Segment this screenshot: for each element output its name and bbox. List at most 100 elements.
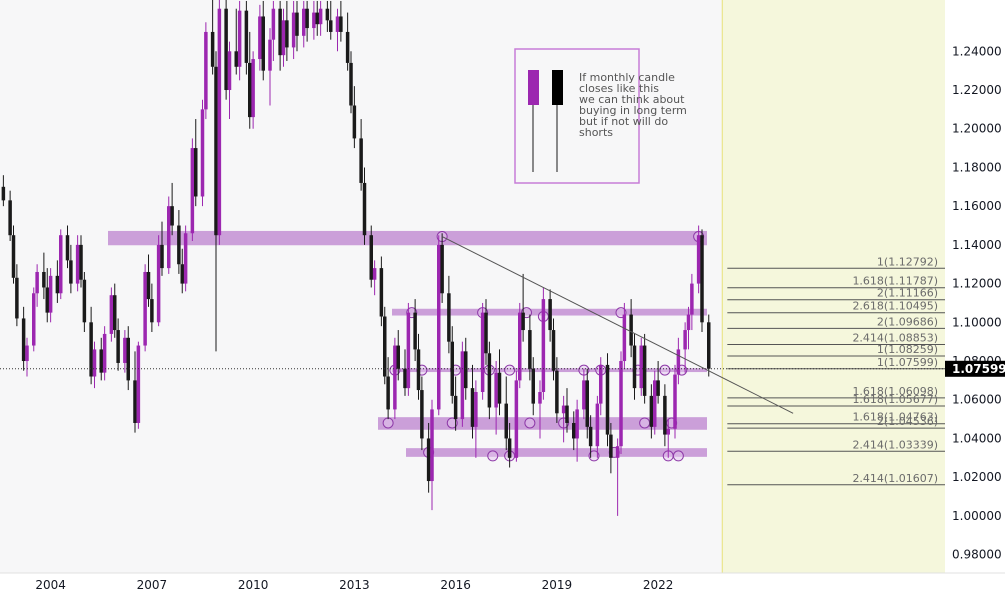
note-line: closes like this	[579, 82, 659, 95]
trendline	[441, 236, 794, 414]
candle-body	[113, 295, 117, 331]
candle-body	[200, 109, 205, 197]
candle	[258, 4, 262, 71]
y-axis[interactable]: 1.24000 1.22000 1.20000 1.18000 1.16000 1.140…	[945, 0, 1005, 573]
fib-level-label: 2.414(1.08853)	[852, 332, 938, 345]
candle	[413, 299, 417, 362]
candle	[663, 384, 667, 447]
candle-body	[653, 380, 657, 427]
candlestick-series	[1, 0, 711, 516]
candle-body	[48, 275, 53, 313]
candle-body	[244, 10, 249, 63]
candle	[531, 357, 535, 416]
candle-body	[551, 330, 556, 371]
candle-body	[123, 337, 127, 363]
candle-body	[555, 370, 559, 414]
candle-body	[541, 299, 546, 393]
fib-level-label: 1.618(1.06098)	[852, 385, 938, 398]
candle-body	[676, 349, 681, 375]
candle	[123, 330, 127, 373]
candle	[629, 299, 633, 358]
candle-body	[619, 361, 623, 447]
candle-body	[160, 244, 164, 269]
fibonacci-levels: 1(1.12792) 1.618(1.11787)2(1.11166)2.618(…	[0, 255, 945, 486]
candle	[325, 0, 330, 32]
fib-level-label: 1(1.12792)	[877, 255, 938, 268]
candle-body	[599, 364, 603, 404]
candle-body	[295, 12, 299, 36]
note-line: shorts	[579, 126, 613, 139]
candle	[639, 337, 643, 396]
candle-body	[227, 51, 232, 91]
candle	[696, 225, 701, 294]
candle	[666, 419, 670, 458]
candle-body	[150, 299, 154, 323]
candle	[133, 351, 137, 433]
candle	[403, 349, 407, 396]
candle-body	[649, 395, 654, 427]
candle-body	[639, 345, 643, 389]
y-tick-label: 1.02000	[952, 470, 1002, 484]
x-tick-label: 2007	[137, 578, 168, 592]
y-tick-label: 1.22000	[952, 83, 1002, 97]
candle-body	[504, 403, 508, 439]
note-bearish-candle-icon	[552, 70, 563, 172]
fib-level-label: 2(1.11166)	[877, 287, 938, 300]
candle-body	[700, 235, 704, 323]
candle	[25, 337, 29, 377]
candle	[369, 225, 373, 288]
candle-body	[622, 314, 627, 362]
candle	[55, 260, 60, 303]
candle	[426, 422, 431, 493]
last-price-value: 1.07599	[952, 362, 1005, 376]
candle	[622, 302, 627, 369]
candle	[686, 306, 691, 350]
note-line: but if not will do	[579, 115, 668, 128]
candle-body	[82, 279, 87, 323]
candle-body	[143, 271, 147, 346]
candle	[136, 341, 141, 429]
candle	[528, 314, 532, 381]
candle	[305, 0, 309, 42]
candle	[406, 302, 411, 396]
candle-body	[69, 260, 73, 284]
candle	[555, 357, 559, 423]
candle	[109, 287, 114, 342]
candle-body	[35, 271, 39, 294]
y-tick-label: 1.24000	[952, 44, 1002, 58]
candle-body	[329, 20, 333, 32]
candle-body	[393, 345, 397, 410]
candle-body	[494, 372, 498, 408]
candle	[156, 235, 161, 327]
candle-body	[204, 31, 208, 110]
candle-body	[345, 31, 350, 63]
candle	[352, 86, 357, 149]
candle	[507, 422, 512, 468]
note-bullish-candle-icon	[528, 70, 539, 172]
candle	[349, 51, 353, 114]
candle	[217, 0, 222, 245]
candle-body	[538, 392, 542, 404]
candle	[167, 196, 171, 274]
price-zone	[378, 417, 707, 430]
candle	[15, 264, 19, 327]
candle	[372, 260, 377, 296]
candle	[11, 225, 16, 284]
x-tick-label: 2016	[440, 578, 471, 592]
candle	[575, 399, 579, 462]
candle	[113, 283, 117, 338]
candle-body	[214, 66, 218, 236]
candle	[21, 306, 26, 371]
candle-body	[32, 293, 36, 346]
annotation-note[interactable]: If monthly candle closes like this we ca…	[514, 48, 687, 184]
descending-trendline	[441, 236, 794, 414]
candle-body	[167, 206, 171, 269]
x-axis[interactable]: 2004 2007 2010 2013 2016 2019 2022	[0, 572, 1005, 595]
candle-body	[561, 405, 566, 414]
candle-body	[470, 388, 475, 427]
candle	[302, 0, 306, 48]
candle	[518, 302, 522, 389]
candle	[379, 256, 384, 327]
candle	[460, 341, 465, 427]
